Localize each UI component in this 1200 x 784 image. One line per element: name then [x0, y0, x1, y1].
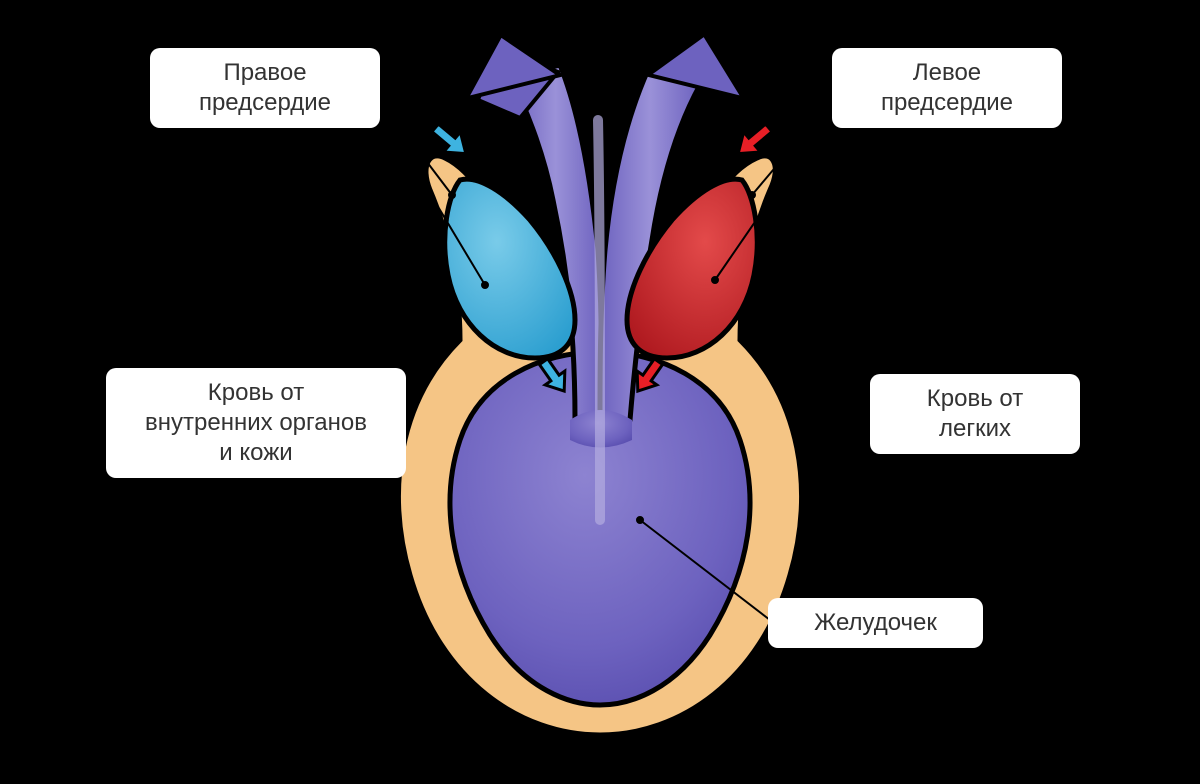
label-right-atrium: Правоепредсердие	[150, 48, 380, 128]
label-blood-organs: Кровь отвнутренних органови кожи	[106, 368, 406, 478]
label-blood-lungs: Кровь отлегких	[870, 374, 1080, 454]
label-left-atrium-text: Левоепредсердие	[881, 59, 1013, 116]
label-blood-lungs-text: Кровь отлегких	[927, 385, 1023, 442]
label-right-atrium-text: Правоепредсердие	[199, 59, 331, 116]
label-ventricle: Желудочек	[768, 598, 983, 648]
label-left-atrium: Левоепредсердие	[832, 48, 1062, 128]
label-ventricle-text: Желудочек	[814, 609, 937, 636]
label-blood-organs-text: Кровь отвнутренних органови кожи	[145, 379, 367, 466]
